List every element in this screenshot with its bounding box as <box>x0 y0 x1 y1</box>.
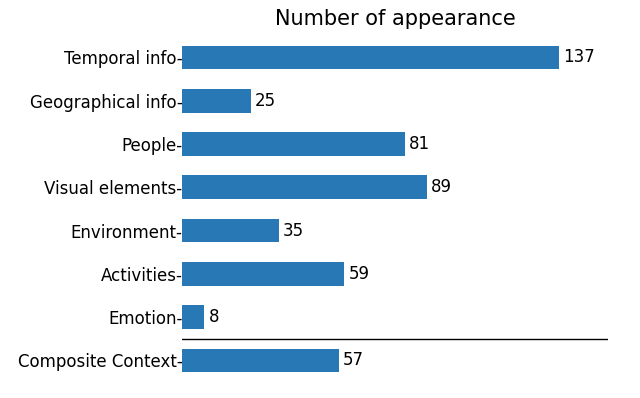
Bar <box>182 89 251 113</box>
Text: 57: 57 <box>343 351 364 369</box>
Bar <box>182 262 344 286</box>
Text: 59: 59 <box>349 265 369 283</box>
Text: 35: 35 <box>283 222 304 240</box>
Title: Number of appearance: Number of appearance <box>275 9 516 29</box>
Bar <box>182 305 204 329</box>
Text: 137: 137 <box>563 49 595 66</box>
Bar <box>182 132 405 156</box>
Bar <box>182 349 339 373</box>
Text: 89: 89 <box>431 178 452 196</box>
Text: 25: 25 <box>255 92 276 110</box>
Bar <box>182 45 559 69</box>
Text: 81: 81 <box>409 135 430 153</box>
Bar <box>182 219 278 242</box>
Bar <box>182 176 427 199</box>
Text: 8: 8 <box>209 308 219 326</box>
